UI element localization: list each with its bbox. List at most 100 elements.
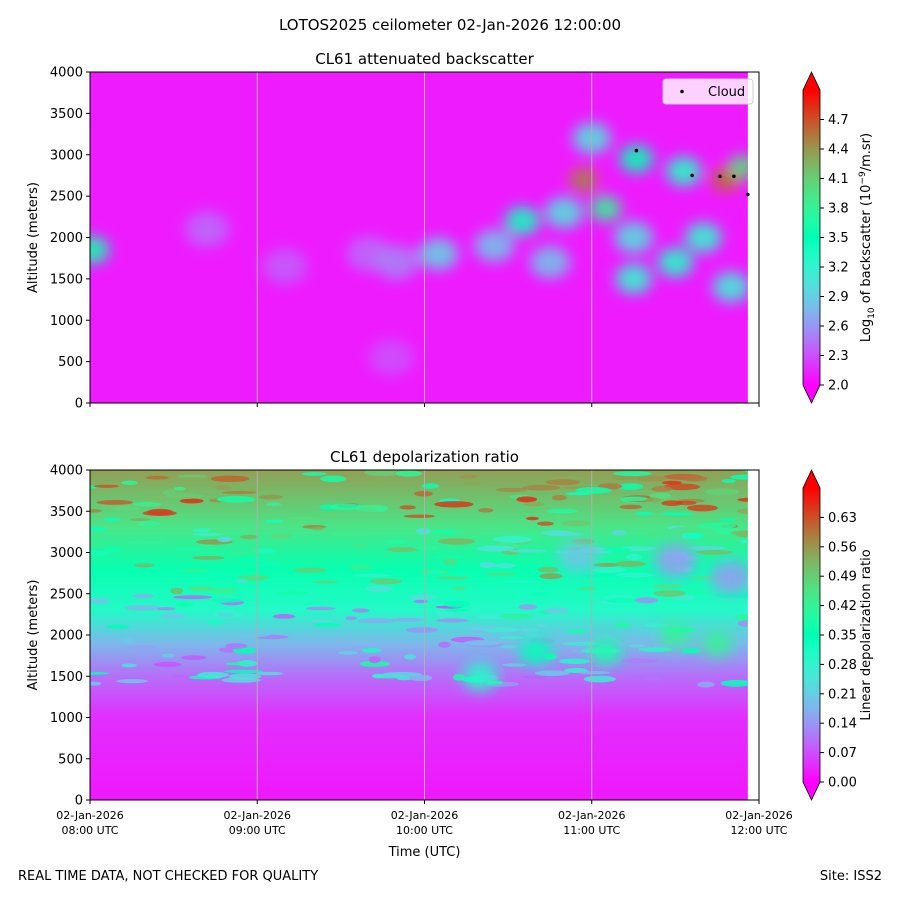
noise-streak: [442, 558, 458, 566]
noise-streak: [500, 645, 518, 649]
x-tick-label-date: 02-Jan-2026: [56, 809, 124, 822]
x-tick-label-date: 02-Jan-2026: [725, 809, 793, 822]
noise-streak: [421, 483, 440, 489]
noise-streak: [124, 604, 162, 611]
noise-streak: [646, 497, 662, 503]
heatmap-background: [90, 470, 748, 800]
noise-streak: [132, 594, 155, 599]
noise-streak: [415, 528, 431, 535]
x-tick-label-date: 02-Jan-2026: [558, 809, 626, 822]
colorbar-tick-label: 4.4: [828, 143, 849, 158]
noise-streak: [637, 475, 669, 482]
noise-streak: [559, 658, 590, 664]
noise-streak: [389, 617, 425, 622]
noise-streak: [593, 563, 619, 567]
noise-streak: [463, 639, 501, 646]
noise-streak: [93, 484, 120, 488]
colorbar-tick-label: 2.0: [828, 379, 849, 394]
colorbar-extend-max: [803, 470, 820, 488]
feature-layer: [90, 122, 748, 376]
noise-streak: [479, 561, 496, 569]
noise-streak: [635, 511, 654, 516]
noise-streak: [719, 518, 737, 522]
x-tick-label-date: 02-Jan-2026: [224, 809, 292, 822]
noise-streak: [90, 526, 108, 532]
x-axis-label: Time (UTC): [388, 845, 461, 860]
cloud-point: [732, 174, 736, 179]
noise-streak: [145, 475, 169, 480]
feature-blob: [659, 622, 692, 648]
noise-streak: [721, 479, 736, 483]
noise-streak: [646, 533, 659, 537]
noise-streak: [444, 608, 469, 612]
noise-streak: [611, 530, 627, 536]
legend-label: Cloud: [708, 85, 745, 100]
noise-streak: [166, 493, 203, 499]
noise-streak: [611, 475, 640, 481]
noise-streak: [293, 567, 327, 573]
noise-streak: [90, 681, 102, 686]
x-tick-label-time: 11:00 UTC: [563, 824, 620, 837]
noise-streak: [369, 578, 402, 585]
y-tick-label: 0: [75, 794, 83, 809]
noise-streak: [258, 494, 284, 500]
y-tick-label: 2000: [50, 231, 83, 246]
colorbar-tick-label: 0.42: [828, 599, 857, 614]
colorbar-body: [803, 90, 820, 385]
noise-streak: [516, 496, 537, 503]
noise-streak: [386, 547, 420, 552]
noise-streak: [464, 625, 496, 631]
noise-streak: [353, 543, 368, 548]
noise-streak: [546, 508, 579, 514]
noise-streak: [669, 526, 701, 534]
noise-streak: [697, 681, 715, 688]
noise-streak: [451, 586, 467, 591]
noise-streak: [739, 539, 748, 544]
noise-streak: [209, 587, 238, 594]
colorbar-tick-label: 3.2: [828, 261, 849, 276]
noise-streak: [265, 502, 282, 507]
noise-streak: [414, 491, 433, 497]
feature-blob: [473, 229, 515, 263]
noise-streak: [476, 545, 515, 552]
colorbar-tick-label: 0.28: [828, 658, 857, 673]
noise-streak: [130, 518, 151, 521]
noise-streak: [161, 653, 175, 658]
colorbar-extend-min: [803, 385, 820, 403]
noise-streak: [245, 577, 265, 581]
noise-streak: [612, 471, 652, 476]
noise-streak: [399, 505, 416, 510]
cloud-point: [634, 148, 639, 153]
feature-blob: [418, 238, 459, 270]
noise-streak: [372, 673, 385, 679]
colorbar-body: [803, 488, 820, 782]
y-tick-label: 4000: [50, 66, 83, 81]
colorbar: 0.00 0.07 0.14 0.21 0.28 0.35 0.42 0.49 0.56 0.63…: [802, 469, 874, 801]
noise-streak: [429, 569, 443, 575]
noise-streak: [565, 629, 589, 634]
noise-streak: [615, 572, 654, 578]
noise-streak: [384, 539, 407, 545]
noise-streak: [90, 597, 110, 605]
noise-streak: [313, 580, 339, 584]
y-tick-label: 4000: [50, 464, 83, 479]
feature-blob: [374, 244, 419, 280]
colorbar-tick-label: 0.49: [828, 570, 857, 585]
noise-streak: [498, 613, 535, 620]
cloud-point: [718, 174, 722, 179]
noise-streak: [551, 494, 567, 501]
noise-streak: [90, 509, 102, 513]
noise-streak: [215, 485, 232, 490]
noise-streak: [127, 645, 158, 651]
noise-streak: [437, 538, 476, 545]
noise-streak: [264, 519, 284, 523]
noise-streak: [270, 533, 292, 540]
noise-streak: [120, 637, 134, 644]
chart-title: CL61 attenuated backscatter: [315, 50, 534, 68]
noise-streak: [192, 532, 222, 536]
noise-streak: [529, 591, 553, 597]
noise-streak: [748, 620, 763, 624]
legend-box: [662, 78, 754, 105]
noise-streak: [547, 532, 582, 537]
